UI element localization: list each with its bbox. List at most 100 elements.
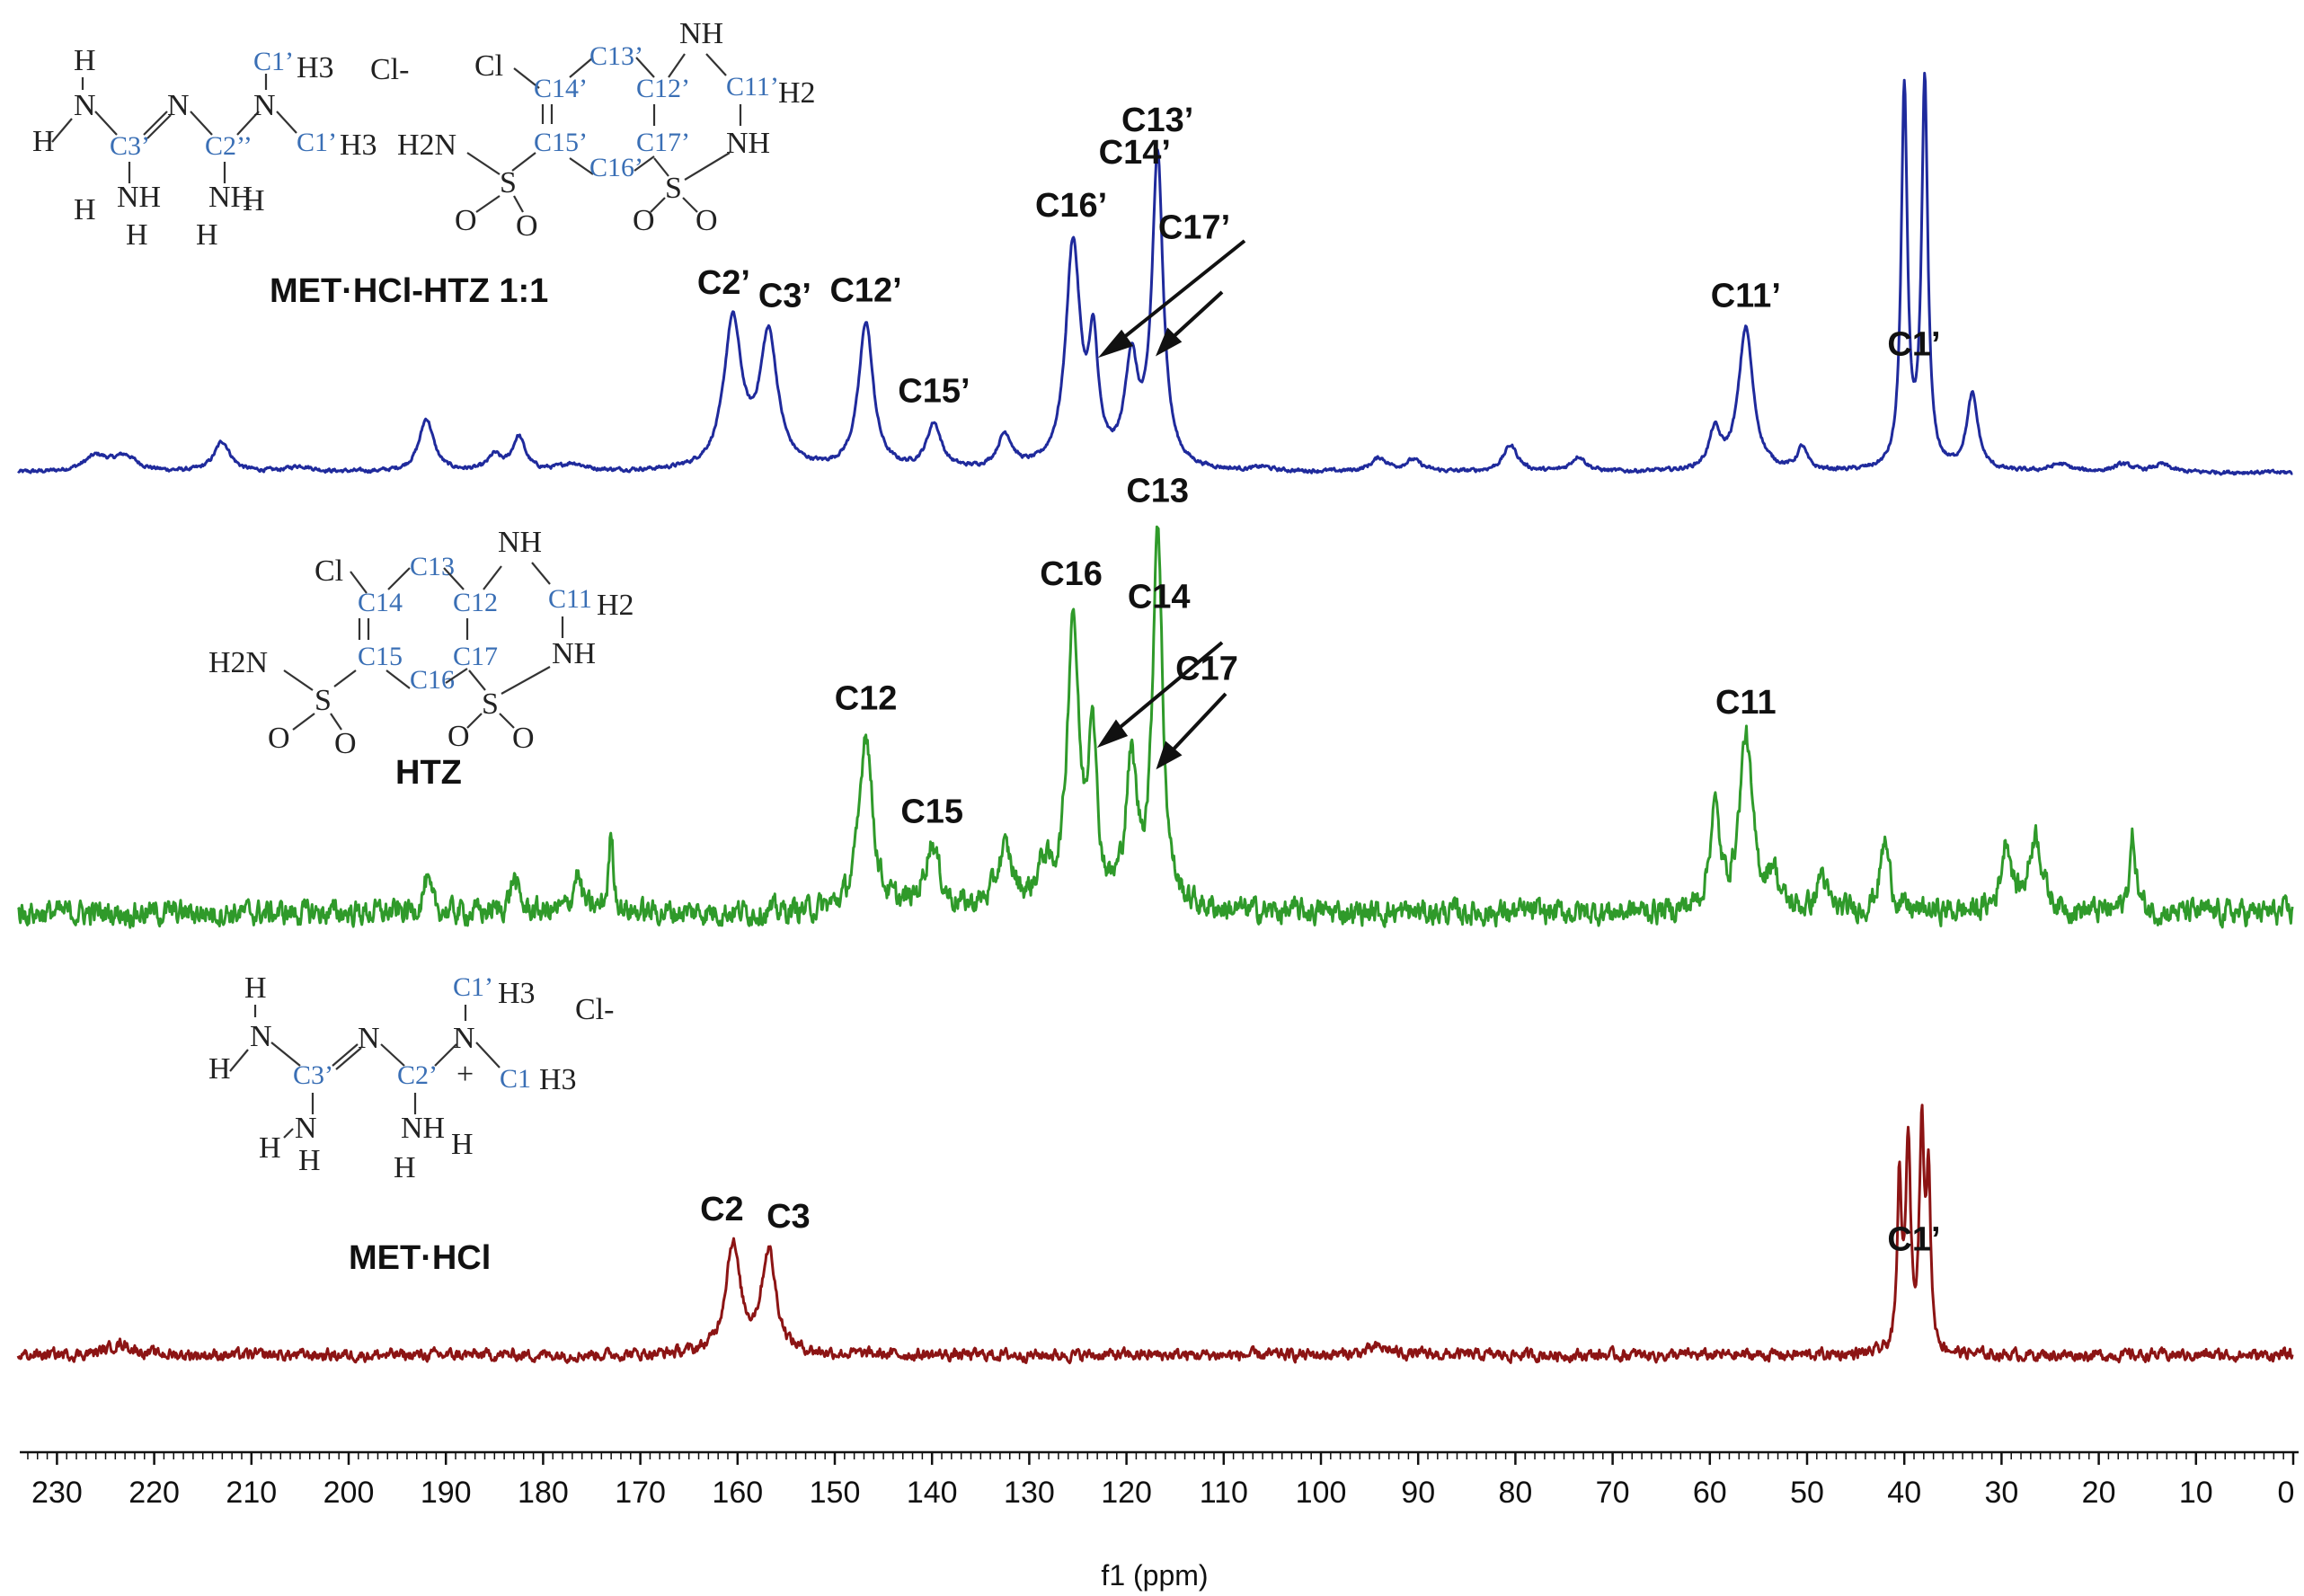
- atom-h3: H3: [297, 51, 334, 84]
- arrow-c17-head: [1156, 740, 1183, 770]
- x-tick-label: 70: [1596, 1476, 1630, 1510]
- structure-metformin-bottom: H N H C3’ N C2’ N + C1’ H3 C1 H3 N H H N…: [208, 971, 614, 1184]
- atom-s: S: [665, 172, 682, 205]
- atom-nh: NH: [726, 127, 770, 160]
- peak-label: C2’: [697, 264, 750, 302]
- structure-hydrochlorothiazide-top: Cl C14’ C13’ C12’ NH C11’ H2 NH C15’ C17…: [397, 17, 816, 243]
- peak-labels: C1’ C13’ C16’ C14’ C17’ C12’ C2’ C3’ C15’ C11’ C13…: [697, 102, 1941, 1259]
- peak-label: C11: [1715, 684, 1777, 722]
- atom-c2-prime: C2’: [397, 1060, 438, 1090]
- peak-label: C2: [700, 1191, 744, 1228]
- atom-c13: C13: [410, 552, 455, 581]
- atom-nh: NH: [679, 17, 723, 50]
- atom-h2n: H2N: [397, 129, 456, 162]
- x-tick-label: 230: [31, 1476, 83, 1510]
- x-axis: 230 220 210 200 190 180 170 160 150 140 130 120 110 1…: [20, 1450, 2299, 1592]
- spectrum-line-2: [16, 1104, 2294, 1365]
- x-tick-label: 110: [1200, 1476, 1248, 1510]
- atom-o: O: [696, 204, 718, 237]
- atom-c15-prime: C15’: [534, 128, 588, 157]
- atom-c17-prime: C17’: [636, 128, 690, 157]
- spectrum-line-1: [16, 525, 2294, 929]
- atom-h: H: [74, 193, 96, 226]
- structure-metformin-top: H N H C3’ N C2’’ N C1’ H3 C1’ H3 NH H H …: [32, 44, 409, 252]
- panel-label-met-hcl: MET·HCl: [349, 1239, 491, 1277]
- atom-h: H: [74, 44, 96, 77]
- peak-label: C17’: [1158, 209, 1230, 247]
- peak-label: C16’: [1035, 187, 1107, 225]
- atom-o: O: [334, 727, 357, 760]
- panel-label-met-hcl-htz: MET·HCl-HTZ 1:1: [270, 272, 548, 310]
- x-tick-label: 10: [2179, 1476, 2213, 1510]
- x-tick-label: 210: [226, 1476, 277, 1510]
- atom-n: N: [295, 1112, 317, 1145]
- peak-label: C1’: [1887, 325, 1940, 363]
- atom-c2-prime: C2’’: [205, 131, 253, 161]
- peak-label: C11’: [1711, 277, 1781, 315]
- atom-h: H: [208, 1052, 231, 1086]
- atom-h: H: [451, 1128, 474, 1161]
- atom-h: H: [244, 971, 267, 1005]
- atom-c17: C17: [453, 642, 498, 671]
- atom-c3-prime: C3’: [293, 1060, 333, 1090]
- atom-h: H: [298, 1144, 321, 1177]
- atom-nh: NH: [117, 181, 161, 214]
- x-tick-label: 30: [1984, 1476, 2018, 1510]
- atom-n: N: [453, 1022, 475, 1055]
- x-tick-label: 100: [1296, 1476, 1347, 1510]
- atom-o: O: [268, 722, 290, 755]
- atom-c14: C14: [358, 588, 403, 617]
- atom-c11-prime: C11’: [726, 72, 779, 102]
- x-axis-ticks: 230 220 210 200 190 180 170 160 150 140 130 120 110 1…: [27, 1452, 2295, 1510]
- atom-c14-prime: C14’: [534, 74, 588, 103]
- atom-c16: C16: [410, 665, 455, 695]
- x-tick-label: 50: [1790, 1476, 1824, 1510]
- atom-h2n: H2N: [208, 646, 268, 679]
- x-tick-label: 20: [2082, 1476, 2116, 1510]
- x-tick-label: 90: [1401, 1476, 1435, 1510]
- chloride-anion: Cl-: [370, 53, 409, 86]
- x-tick-label: 60: [1693, 1476, 1727, 1510]
- atom-h: H: [259, 1131, 281, 1165]
- atom-o: O: [512, 722, 535, 755]
- atom-n: N: [253, 89, 276, 122]
- atom-o: O: [448, 720, 470, 753]
- spectrum-line-0: [17, 71, 2293, 476]
- peak-label: C3’: [758, 278, 811, 315]
- atom-o: O: [516, 209, 538, 243]
- atom-h3: H3: [498, 977, 536, 1010]
- arrow-c14-prime-head: [1097, 329, 1134, 359]
- x-tick-label: 200: [323, 1476, 375, 1510]
- atom-n: N: [250, 1020, 272, 1053]
- positive-charge: +: [456, 1058, 474, 1091]
- atom-s: S: [500, 166, 517, 200]
- atom-n: N: [167, 89, 190, 122]
- atom-c15: C15: [358, 642, 403, 671]
- x-tick-label: 0: [2278, 1476, 2295, 1510]
- panel-label-htz: HTZ: [395, 754, 462, 792]
- atom-n: N: [358, 1022, 380, 1055]
- atom-n: N: [74, 89, 96, 122]
- x-tick-label: 220: [128, 1476, 180, 1510]
- atom-c1-prime: C1’: [297, 128, 337, 157]
- x-tick-label: 120: [1101, 1476, 1152, 1510]
- atom-cl: Cl: [474, 49, 503, 83]
- atom-nh: NH: [552, 637, 596, 670]
- chloride-anion: Cl-: [575, 993, 614, 1026]
- peak-label: C13’: [1121, 102, 1193, 139]
- atom-c1: C1: [500, 1064, 531, 1094]
- atom-h: H: [126, 218, 148, 252]
- spectra-traces: [16, 71, 2294, 1365]
- x-tick-label: 170: [615, 1476, 666, 1510]
- atom-cl: Cl: [315, 554, 343, 588]
- atom-h2: H2: [778, 76, 816, 110]
- atom-h: H: [243, 184, 265, 217]
- peak-label: C14: [1128, 579, 1191, 616]
- atom-h2: H2: [597, 589, 634, 622]
- atom-c1-prime: C1’: [453, 972, 493, 1002]
- atom-h: H: [394, 1151, 416, 1184]
- atom-h3: H3: [539, 1063, 577, 1096]
- atom-c13-prime: C13’: [589, 41, 643, 71]
- atom-o: O: [633, 204, 655, 237]
